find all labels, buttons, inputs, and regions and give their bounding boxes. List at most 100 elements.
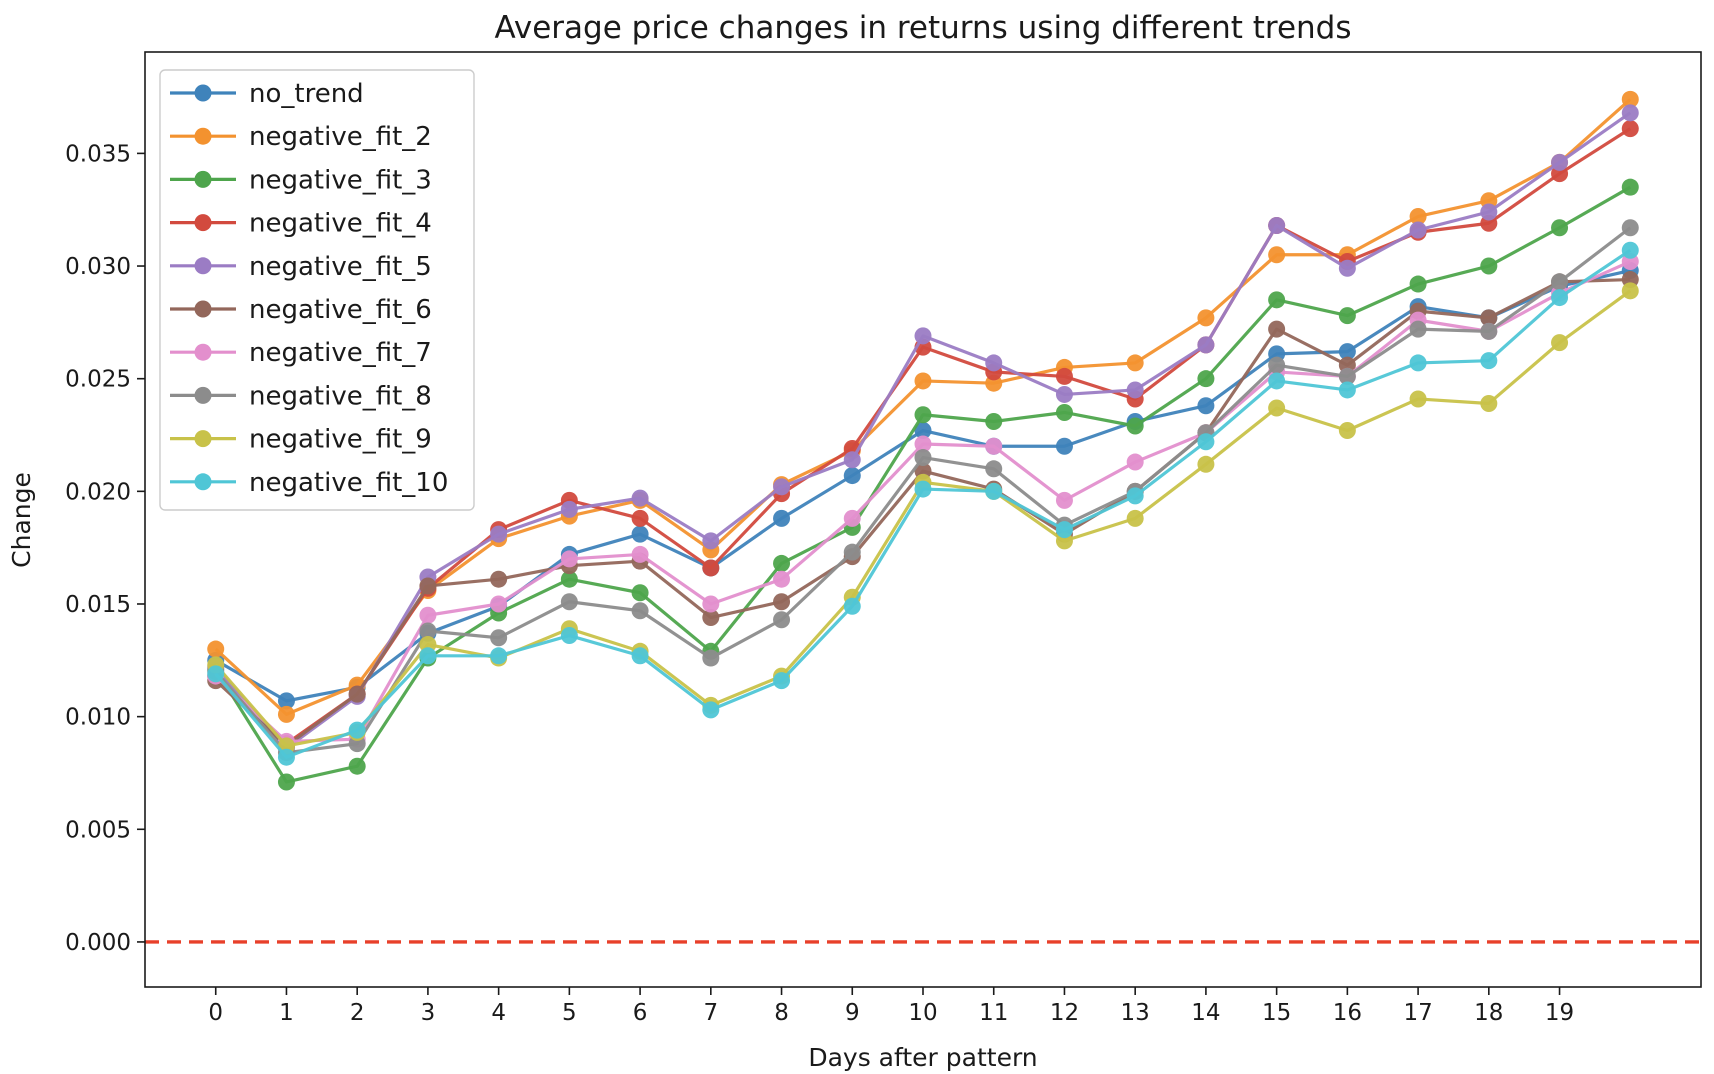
- legend-entry-label: negative_fit_10: [249, 468, 448, 498]
- x-tick-label: 14: [1191, 1000, 1220, 1026]
- y-tick-label: 0.000: [65, 930, 131, 956]
- y-tick-label: 0.030: [65, 254, 131, 280]
- data-point: [277, 773, 295, 791]
- data-point: [631, 489, 649, 507]
- data-point: [702, 595, 720, 613]
- data-point: [1268, 246, 1286, 264]
- x-tick-label: 17: [1403, 1000, 1432, 1026]
- data-point: [631, 584, 649, 602]
- data-point: [1480, 322, 1498, 340]
- data-point: [277, 705, 295, 723]
- data-point: [1268, 216, 1286, 234]
- data-point: [702, 701, 720, 719]
- data-point: [490, 595, 508, 613]
- data-point: [1621, 282, 1639, 300]
- data-point: [1268, 291, 1286, 309]
- x-tick-label: 10: [908, 1000, 937, 1026]
- data-point: [985, 460, 1003, 478]
- legend-entry-label: negative_fit_4: [249, 209, 432, 239]
- data-point: [1480, 257, 1498, 275]
- data-point: [1551, 273, 1569, 291]
- x-tick-label: 9: [845, 1000, 860, 1026]
- data-point: [490, 525, 508, 543]
- data-point: [985, 482, 1003, 500]
- data-point: [1338, 422, 1356, 440]
- data-point: [914, 406, 932, 424]
- data-point: [773, 593, 791, 611]
- data-point: [348, 721, 366, 739]
- data-point: [1055, 403, 1073, 421]
- legend-entry-label: negative_fit_2: [249, 122, 432, 152]
- data-point: [1409, 390, 1427, 408]
- data-point: [1197, 455, 1215, 473]
- data-point: [1055, 385, 1073, 403]
- data-point: [277, 692, 295, 710]
- data-point: [843, 597, 861, 615]
- data-point: [1197, 309, 1215, 327]
- data-point: [1197, 336, 1215, 354]
- data-point: [1551, 153, 1569, 171]
- data-point: [1551, 289, 1569, 307]
- data-point: [419, 577, 437, 595]
- data-point: [843, 451, 861, 469]
- data-point: [702, 559, 720, 577]
- legend-entry-label: negative_fit_8: [249, 381, 432, 411]
- y-tick-label: 0.035: [65, 141, 131, 167]
- data-point: [1055, 521, 1073, 539]
- data-point: [1197, 370, 1215, 388]
- x-tick-label: 0: [208, 1000, 223, 1026]
- legend-items: no_trend negative_fit_2 negative_fit_3nega…: [170, 79, 448, 498]
- data-point: [419, 606, 437, 624]
- data-point: [1621, 90, 1639, 108]
- y-axis-label: Change: [7, 472, 36, 568]
- series-layer: [207, 90, 1639, 791]
- data-point: [560, 570, 578, 588]
- x-tick-label: 11: [979, 1000, 1008, 1026]
- data-point: [1621, 104, 1639, 122]
- data-point: [631, 525, 649, 543]
- legend-swatch-marker: [194, 430, 212, 448]
- legend-swatch-marker: [194, 84, 212, 102]
- legend-swatch-marker: [194, 473, 212, 491]
- x-tick-label: 7: [703, 1000, 718, 1026]
- data-point: [914, 480, 932, 498]
- data-point: [631, 647, 649, 665]
- data-point: [348, 685, 366, 703]
- data-point: [1268, 320, 1286, 338]
- data-point: [702, 532, 720, 550]
- data-point: [1338, 307, 1356, 325]
- data-point: [1480, 309, 1498, 327]
- data-point: [1551, 334, 1569, 352]
- legend-entry-label: negative_fit_7: [249, 338, 432, 368]
- data-point: [1338, 259, 1356, 277]
- data-point: [1055, 367, 1073, 385]
- legend: no_trend negative_fit_2 negative_fit_3nega…: [159, 69, 475, 511]
- data-point: [843, 509, 861, 527]
- chart-title: Average price changes in returns using d…: [494, 10, 1351, 46]
- data-point: [1268, 372, 1286, 390]
- data-point: [914, 422, 932, 440]
- data-point: [560, 593, 578, 611]
- data-point: [1409, 275, 1427, 293]
- data-point: [560, 500, 578, 518]
- data-point: [702, 609, 720, 627]
- data-point: [207, 640, 225, 658]
- legend-swatch-marker: [194, 300, 212, 318]
- x-tick-label: 16: [1333, 1000, 1362, 1026]
- data-point: [1409, 354, 1427, 372]
- x-tick-label: 12: [1050, 1000, 1079, 1026]
- data-point: [1409, 221, 1427, 239]
- data-point: [1055, 437, 1073, 455]
- data-point: [560, 550, 578, 568]
- data-point: [1621, 219, 1639, 237]
- legend-swatch-marker: [194, 170, 212, 188]
- data-point: [914, 449, 932, 467]
- legend-swatch-marker: [194, 386, 212, 404]
- data-point: [773, 554, 791, 572]
- x-axis-label: Days after pattern: [808, 1043, 1037, 1072]
- x-tick-label: 15: [1262, 1000, 1291, 1026]
- data-point: [1126, 417, 1144, 435]
- data-point: [914, 327, 932, 345]
- data-point: [985, 412, 1003, 430]
